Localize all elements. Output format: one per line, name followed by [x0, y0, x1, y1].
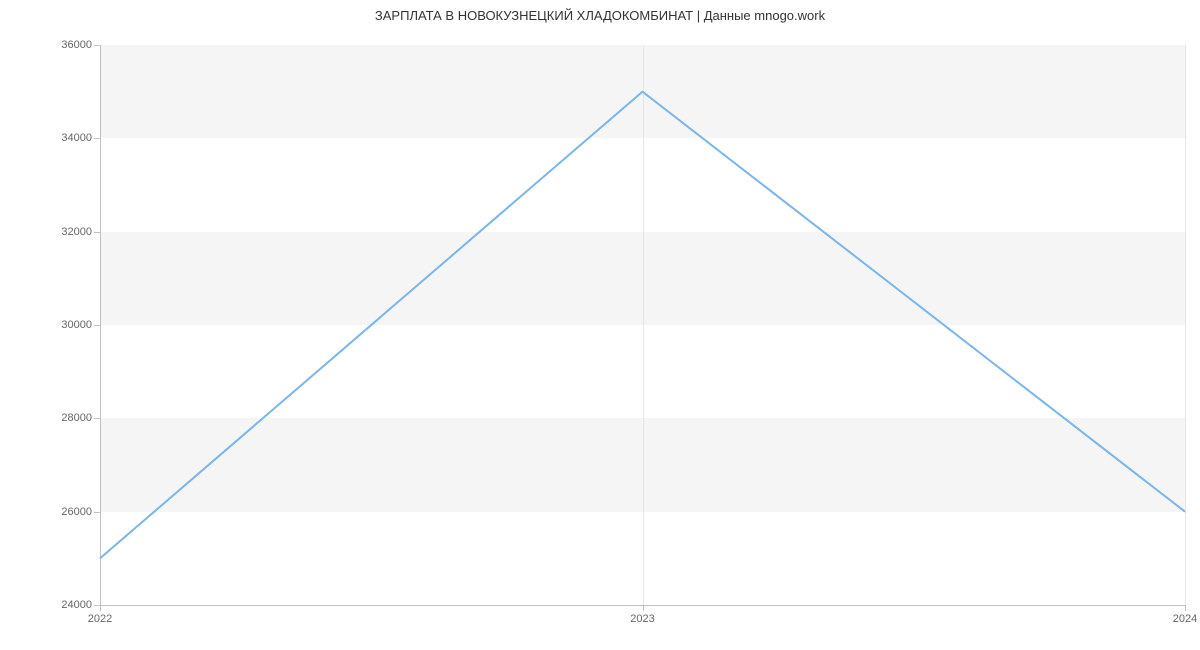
- xtick-label: 2023: [630, 613, 654, 625]
- ytick-label: 34000: [61, 132, 92, 144]
- salary-line: [100, 92, 1185, 559]
- ytick-label: 24000: [61, 599, 92, 611]
- xtick-label: 2024: [1173, 613, 1197, 625]
- gridline-vertical: [1185, 45, 1186, 605]
- ytick-label: 26000: [61, 506, 92, 518]
- line-series-layer: [100, 45, 1185, 605]
- x-axis-line: [100, 605, 1185, 606]
- xtick-label: 2022: [88, 613, 112, 625]
- ytick-label: 32000: [61, 226, 92, 238]
- ytick-label: 36000: [61, 39, 92, 51]
- chart-plot-area: 2022202320242400026000280003000032000340…: [100, 45, 1185, 605]
- chart-title: ЗАРПЛАТА В НОВОКУЗНЕЦКИЙ ХЛАДОКОМБИНАТ |…: [0, 8, 1200, 23]
- ytick-label: 28000: [61, 412, 92, 424]
- xtick-mark: [1185, 605, 1186, 611]
- ytick-label: 30000: [61, 319, 92, 331]
